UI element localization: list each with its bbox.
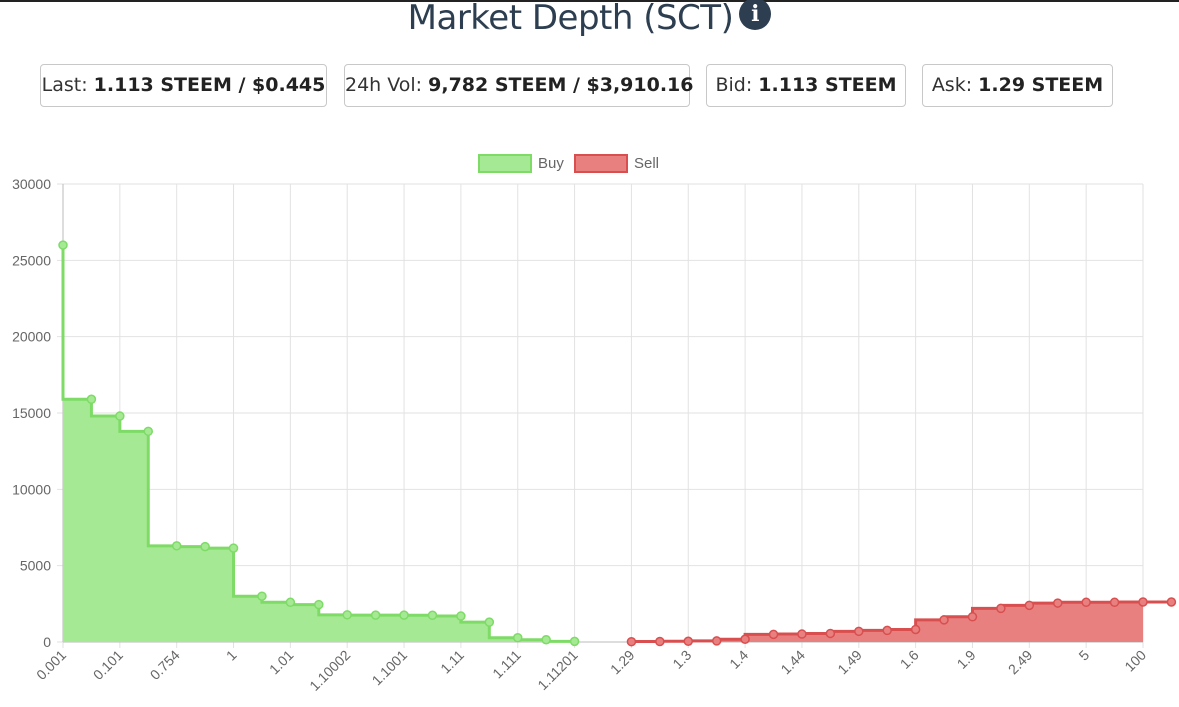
sell-point (910, 624, 921, 635)
buy-legend-swatch (478, 154, 532, 173)
x-tick-label: 1.29 (607, 647, 638, 678)
x-tick-label: 0.101 (90, 647, 126, 683)
x-tick-label: 1.01 (266, 647, 297, 678)
buy-point (86, 394, 97, 405)
y-tick-label: 30000 (12, 176, 51, 192)
sell-point (1052, 598, 1063, 608)
buy-point (257, 591, 267, 601)
x-tick-label: 1.3 (669, 647, 694, 672)
sell-point (683, 636, 694, 646)
top-border (0, 0, 1179, 2)
sell-point (768, 629, 779, 640)
sell-point (854, 626, 864, 637)
sell-point (1024, 600, 1035, 611)
market-depth-chart: 0 5000 10000 15000 20000 25000 30000 0.001 0.101… (12, 154, 1177, 694)
y-tick-label: 20000 (12, 329, 51, 345)
buy-point (484, 617, 495, 627)
bid-value: 1.113 STEEM (758, 74, 897, 96)
buy-point (342, 610, 352, 620)
sell-legend-swatch (574, 154, 628, 173)
x-tick-label: 2.49 (1005, 647, 1036, 678)
buy-point (427, 610, 438, 621)
sell-point (825, 628, 836, 639)
last-price-box: Last: 1.113 STEEM / $0.445 (40, 64, 327, 107)
buy-point (399, 610, 409, 620)
buy-point (512, 632, 523, 643)
buy-point (285, 597, 296, 608)
x-tick-label: 0.001 (33, 647, 69, 683)
buy-point (171, 541, 182, 551)
sell-point (939, 615, 949, 625)
x-tick-label: 1.49 (834, 647, 865, 678)
x-tick-label: 1.1001 (369, 647, 411, 689)
last-price-value: 1.113 STEEM / $0.445 (93, 74, 326, 96)
x-tick-label: 1.11 (437, 647, 467, 677)
last-price-label: Last: (41, 74, 94, 96)
sell-point (740, 634, 750, 645)
sell-point (1138, 597, 1148, 607)
ask-box: Ask: 1.29 STEEM (922, 64, 1113, 107)
sell-point (967, 612, 978, 622)
x-tick-label: 1.6 (897, 647, 922, 672)
y-tick-label: 10000 (12, 481, 51, 497)
x-tick-label: 5 (1075, 647, 1092, 664)
sell-point (996, 603, 1006, 614)
ask-label: Ask: (931, 74, 979, 96)
x-tick-label: 1.11201 (534, 647, 581, 694)
y-tick-label: 0 (43, 634, 51, 650)
volume-box: 24h Vol: 9,782 STEEM / $3,910.16 (344, 64, 694, 107)
x-tick-label: 1.10002 (306, 647, 353, 694)
sell-point (1109, 597, 1120, 608)
sell-point (797, 629, 807, 639)
buy-point (200, 541, 210, 552)
volume-label: 24h Vol: (345, 74, 429, 96)
buy-point (58, 240, 68, 250)
buy-point (143, 426, 154, 437)
buy-point (370, 610, 381, 620)
y-tick-label: 5000 (20, 558, 51, 574)
sell-point (882, 625, 892, 636)
title-row: Market Depth (SCT) i (0, 0, 1179, 38)
buy-point (228, 543, 239, 553)
sell-legend-label: Sell (634, 155, 659, 172)
page-title: Market Depth (SCT) (407, 0, 734, 38)
x-tick-label: 1.4 (726, 647, 751, 672)
x-tick-label: 1 (223, 647, 240, 664)
x-tick-label: 0.754 (147, 647, 183, 683)
bid-box: Bid: 1.113 STEEM (706, 64, 906, 107)
sell-point (1081, 597, 1091, 608)
ask-value: 1.29 STEEM (978, 74, 1104, 96)
y-tick-label: 25000 (12, 252, 51, 268)
buy-point (541, 634, 551, 645)
buy-point (314, 599, 324, 610)
sell-point (1166, 597, 1177, 607)
x-tick-label: 1.44 (777, 647, 808, 678)
buy-point (115, 411, 125, 421)
x-tick-label: 1.9 (954, 647, 979, 672)
sell-series-area (631, 602, 1172, 642)
buy-point (569, 636, 580, 647)
buy-point (456, 611, 466, 621)
x-tick-label: 100 (1121, 647, 1149, 675)
buy-series-area (63, 245, 575, 643)
sell-point (626, 636, 637, 647)
y-tick-label: 15000 (12, 405, 51, 421)
buy-legend-label: Buy (538, 155, 564, 172)
sell-point (711, 636, 722, 646)
info-icon[interactable]: i (739, 0, 772, 30)
sell-point (655, 636, 665, 647)
x-tick-label: 1.111 (489, 647, 524, 682)
volume-value: 9,782 STEEM / $3,910.16 (428, 74, 694, 96)
bid-label: Bid: (715, 74, 759, 96)
